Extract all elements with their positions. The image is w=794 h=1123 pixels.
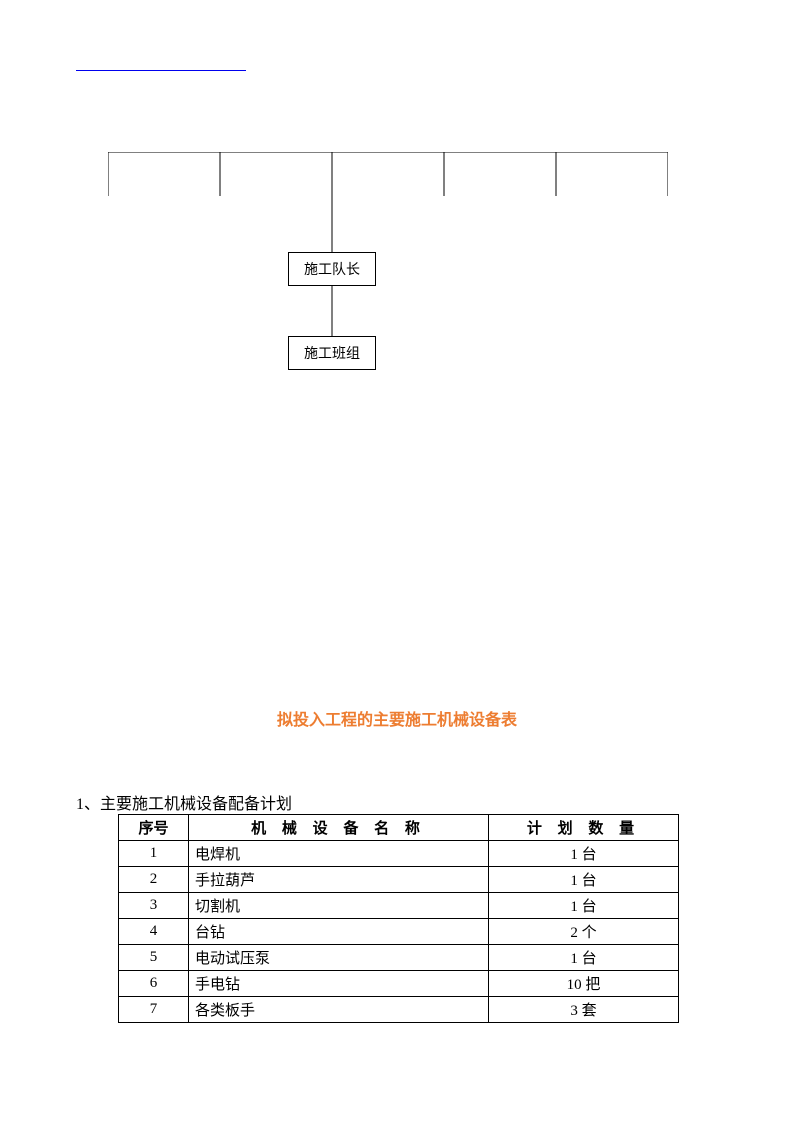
- col-header-idx: 序号: [119, 815, 189, 841]
- table-row: 2 手拉葫芦 1 台: [119, 867, 679, 893]
- cell-name: 手电钻: [189, 971, 489, 997]
- cell-qty: 2 个: [489, 919, 679, 945]
- table-row: 4 台钻 2 个: [119, 919, 679, 945]
- table-row: 3 切割机 1 台: [119, 893, 679, 919]
- cell-name: 电焊机: [189, 841, 489, 867]
- table-row: 1 电焊机 1 台: [119, 841, 679, 867]
- cell-name: 手拉葫芦: [189, 867, 489, 893]
- table-row: 5 电动试压泵 1 台: [119, 945, 679, 971]
- equipment-table: 序号 机 械 设 备 名 称 计 划 数 量 1 电焊机 1 台 2 手拉葫芦 …: [118, 814, 679, 1023]
- cell-qty: 3 套: [489, 997, 679, 1023]
- cell-idx: 2: [119, 867, 189, 893]
- org-node-leader-label: 施工队长: [304, 263, 360, 278]
- cell-qty: 1 台: [489, 841, 679, 867]
- org-chart: 施工队长 施工班组: [108, 152, 668, 372]
- cell-name: 电动试压泵: [189, 945, 489, 971]
- org-node-leader: 施工队长: [288, 252, 376, 286]
- section-label: 1、主要施工机械设备配备计划: [76, 790, 292, 814]
- cell-idx: 3: [119, 893, 189, 919]
- top-underline: [76, 70, 246, 71]
- cell-qty: 1 台: [489, 893, 679, 919]
- equipment-table-body: 1 电焊机 1 台 2 手拉葫芦 1 台 3 切割机 1 台 4 台钻 2 个 …: [119, 841, 679, 1023]
- col-header-name: 机 械 设 备 名 称: [189, 815, 489, 841]
- org-chart-lines: [108, 152, 668, 372]
- cell-qty: 10 把: [489, 971, 679, 997]
- cell-idx: 5: [119, 945, 189, 971]
- table-row: 6 手电钻 10 把: [119, 971, 679, 997]
- cell-idx: 6: [119, 971, 189, 997]
- cell-qty: 1 台: [489, 945, 679, 971]
- cell-qty: 1 台: [489, 867, 679, 893]
- cell-idx: 4: [119, 919, 189, 945]
- cell-idx: 1: [119, 841, 189, 867]
- table-header-row: 序号 机 械 设 备 名 称 计 划 数 量: [119, 815, 679, 841]
- cell-name: 台钻: [189, 919, 489, 945]
- col-header-qty: 计 划 数 量: [489, 815, 679, 841]
- cell-idx: 7: [119, 997, 189, 1023]
- page-heading: 拟投入工程的主要施工机械设备表: [0, 706, 794, 730]
- org-node-team: 施工班组: [288, 336, 376, 370]
- table-row: 7 各类板手 3 套: [119, 997, 679, 1023]
- cell-name: 切割机: [189, 893, 489, 919]
- org-node-team-label: 施工班组: [304, 347, 360, 362]
- cell-name: 各类板手: [189, 997, 489, 1023]
